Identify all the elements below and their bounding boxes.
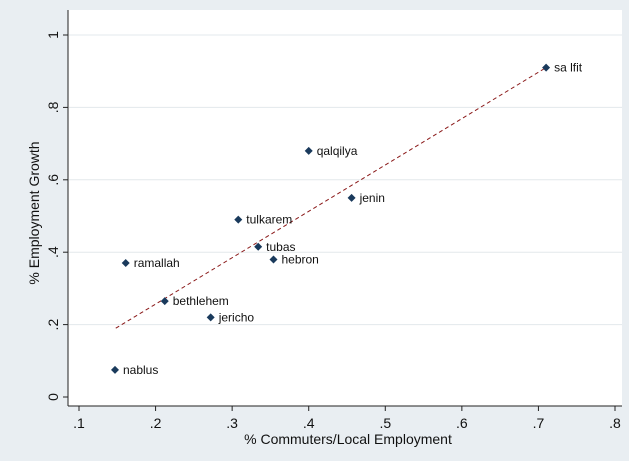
data-point-label: sa lfit bbox=[554, 61, 583, 75]
y-tick-label: .8 bbox=[45, 101, 61, 113]
data-point-label: hebron bbox=[281, 252, 318, 266]
data-point-label: ramallah bbox=[134, 256, 180, 270]
data-point-marker bbox=[542, 63, 551, 72]
data-point-label: nablus bbox=[123, 363, 158, 377]
data-point-marker bbox=[269, 255, 278, 264]
x-tick-label: .2 bbox=[150, 415, 162, 431]
y-tick-label: 1 bbox=[45, 31, 61, 39]
data-point-label: bethlehem bbox=[173, 294, 229, 308]
x-tick-label: .5 bbox=[379, 415, 391, 431]
y-axis-ticks: 0 .2 .4 .6 .8 1 bbox=[45, 31, 68, 401]
x-tick-label: .3 bbox=[226, 415, 238, 431]
y-tick-label: .4 bbox=[45, 246, 61, 258]
x-tick-label: .8 bbox=[609, 415, 621, 431]
data-point-label: tubas bbox=[266, 240, 295, 254]
y-tick-label: .2 bbox=[45, 319, 61, 331]
data-point-label: tulkarem bbox=[246, 213, 292, 227]
x-tick-label: .7 bbox=[533, 415, 545, 431]
data-point-marker bbox=[121, 259, 130, 268]
data-point-marker bbox=[304, 146, 313, 155]
plot-area bbox=[68, 10, 622, 406]
data-point-marker bbox=[347, 193, 356, 202]
x-tick-label: .6 bbox=[456, 415, 468, 431]
data-point-label: jericho bbox=[218, 310, 255, 324]
data-point-marker bbox=[110, 365, 119, 374]
y-axis-title: % Employment Growth bbox=[26, 141, 42, 284]
x-axis-ticks: .1 .2 .3 .4 .5 .6 .7 .8 bbox=[73, 406, 621, 431]
data-point-marker bbox=[206, 313, 215, 322]
data-point-marker bbox=[160, 297, 169, 306]
grid-lines bbox=[69, 34, 622, 326]
data-point-label: jenin bbox=[359, 191, 385, 205]
x-tick-label: .4 bbox=[303, 415, 315, 431]
data-point-label: qalqilya bbox=[317, 144, 358, 158]
y-tick-label: 0 bbox=[45, 393, 61, 401]
x-axis-title: % Commuters/Local Employment bbox=[244, 431, 452, 447]
y-tick-label: .6 bbox=[45, 174, 61, 186]
data-point-marker bbox=[254, 242, 263, 251]
x-tick-label: .1 bbox=[73, 415, 85, 431]
data-point-marker bbox=[234, 215, 243, 224]
